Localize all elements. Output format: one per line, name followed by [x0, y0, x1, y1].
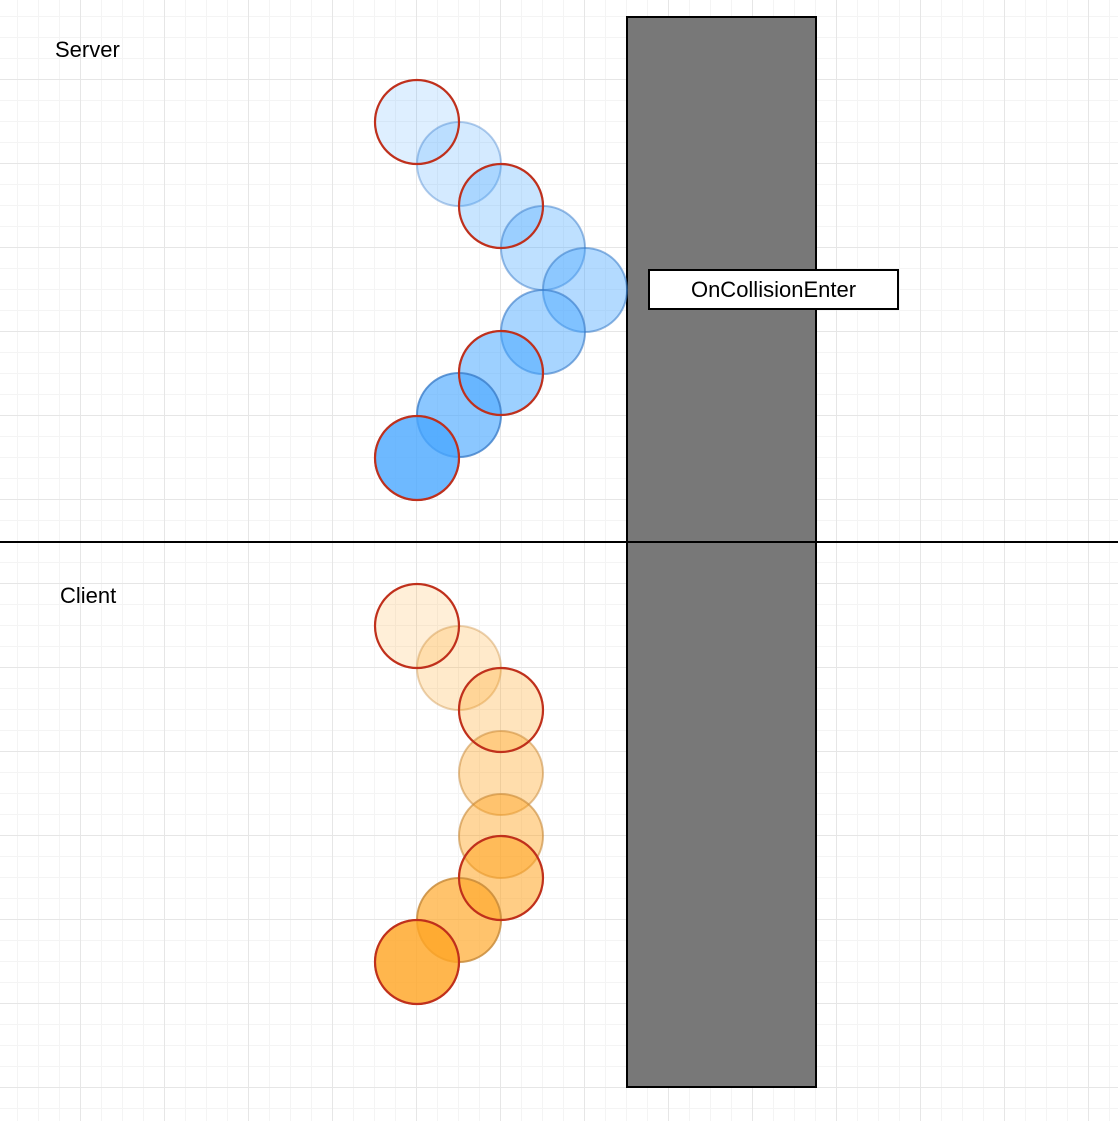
collision-event-label: OnCollisionEnter [691, 277, 856, 303]
client-ball-path [375, 584, 543, 1004]
server-section-label: Server [55, 39, 120, 61]
collision-event-box: OnCollisionEnter [648, 269, 899, 310]
server-ball-path [375, 80, 627, 500]
client-section-label: Client [60, 585, 116, 607]
wall-obstacle [627, 17, 816, 1087]
wall-layer [627, 17, 816, 1087]
